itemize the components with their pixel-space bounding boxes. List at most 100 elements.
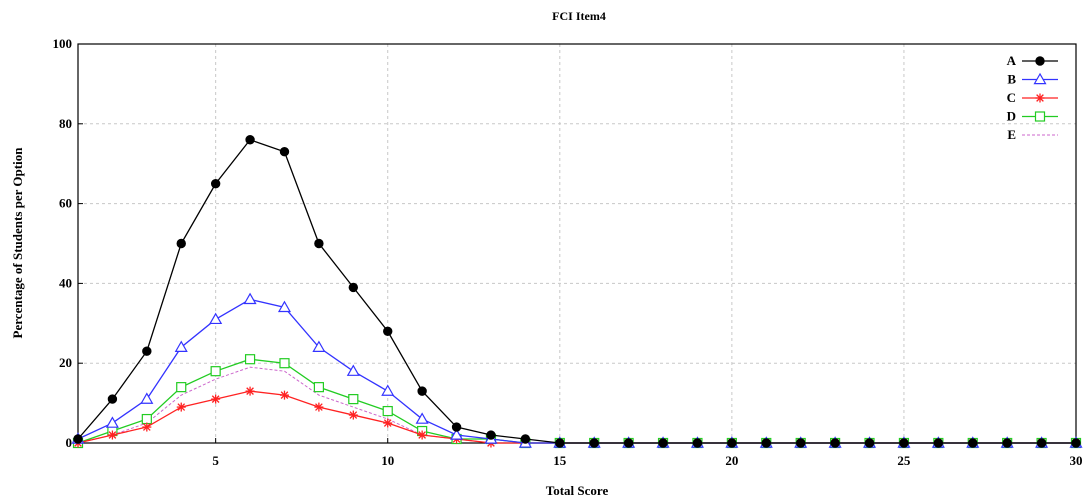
x-tick-label: 5 [212, 453, 219, 468]
data-point [348, 394, 359, 405]
data-point [313, 382, 324, 393]
data-point [415, 412, 429, 424]
data-point [210, 178, 221, 189]
data-point [210, 366, 221, 377]
data-point [141, 413, 152, 425]
x-tick-label: 25 [897, 453, 911, 468]
legend-label: D [1007, 109, 1016, 124]
y-axis-label: Percentage of Students per Option [10, 147, 25, 339]
data-point [383, 326, 393, 336]
legend-marker [1035, 56, 1045, 66]
data-point [174, 340, 188, 352]
data-point [140, 392, 154, 404]
x-axis-label: Total Score [546, 483, 609, 498]
series-line-e [77, 366, 1076, 444]
data-point [244, 354, 256, 365]
series-line-c [77, 390, 1076, 444]
data-point [520, 434, 531, 444]
data-point [209, 312, 223, 325]
data-point [451, 422, 462, 432]
data-point [727, 438, 737, 448]
legend-item-a: A [1007, 53, 1058, 68]
series-d [72, 354, 1082, 449]
data-point [761, 438, 771, 448]
data-point [142, 346, 152, 356]
series-line-b [77, 298, 1076, 444]
data-point [417, 386, 427, 396]
data-point [383, 418, 393, 428]
legend-item-d: D [1007, 109, 1058, 124]
y-tick-label: 20 [59, 355, 72, 370]
series-line-a [77, 138, 1076, 444]
axis-ticks: 5 10 15 20 25 30 0 20 40 60 80 100 [53, 36, 1083, 468]
plot-area [77, 43, 1077, 444]
grid [78, 44, 1076, 443]
data-point [176, 238, 186, 249]
x-tick-label: 10 [381, 453, 394, 468]
legend-marker [1035, 93, 1045, 103]
data-point [933, 438, 944, 448]
data-point [623, 438, 634, 448]
data-point [277, 300, 292, 313]
legend-label: B [1007, 72, 1016, 87]
legend-label: C [1007, 90, 1016, 105]
series-group [71, 135, 1083, 449]
data-point [1036, 438, 1047, 448]
data-point [348, 410, 358, 420]
data-point [692, 438, 703, 448]
data-point [864, 438, 875, 448]
data-point [314, 402, 324, 412]
data-point [658, 438, 668, 448]
legend-item-c: C [1007, 90, 1058, 105]
data-point [346, 364, 360, 376]
data-point [486, 430, 496, 440]
chart-title: FCI Item4 [552, 9, 606, 23]
series-line-d [77, 358, 1076, 444]
data-point [417, 430, 427, 440]
data-point [245, 135, 255, 145]
data-point [107, 394, 118, 404]
legend-marker [1033, 72, 1047, 85]
y-tick-label: 0 [66, 435, 73, 450]
y-tick-label: 60 [59, 196, 72, 211]
data-point [968, 438, 978, 448]
series-a [73, 135, 1081, 448]
data-point [243, 292, 257, 305]
y-tick-label: 80 [59, 116, 72, 131]
legend-item-e: E [1007, 127, 1058, 142]
legend-item-b: B [1007, 72, 1058, 87]
legend-label: A [1007, 53, 1017, 68]
series-c [73, 386, 1081, 448]
legend-label: E [1007, 127, 1016, 142]
data-point [348, 282, 359, 293]
data-point [279, 390, 289, 400]
data-point [245, 386, 255, 396]
data-point [830, 438, 840, 448]
x-tick-label: 20 [725, 453, 738, 468]
series-e [77, 366, 1076, 444]
data-point [589, 438, 599, 448]
data-point [381, 384, 395, 396]
legend-marker [1034, 111, 1046, 122]
data-point [555, 438, 565, 448]
data-point [142, 422, 152, 432]
data-point [279, 147, 290, 157]
y-tick-label: 100 [53, 36, 73, 51]
data-point [211, 394, 221, 404]
data-point [279, 358, 290, 369]
data-point [795, 438, 806, 448]
data-point [73, 434, 83, 444]
data-point [176, 402, 186, 412]
data-point [450, 428, 464, 440]
data-point [312, 340, 326, 352]
data-point [382, 405, 393, 417]
data-point [899, 438, 909, 448]
series-b [71, 292, 1083, 448]
x-tick-label: 15 [553, 453, 567, 468]
data-point [1002, 438, 1012, 448]
data-point [107, 430, 117, 440]
data-point [176, 382, 187, 393]
data-point [314, 238, 324, 249]
